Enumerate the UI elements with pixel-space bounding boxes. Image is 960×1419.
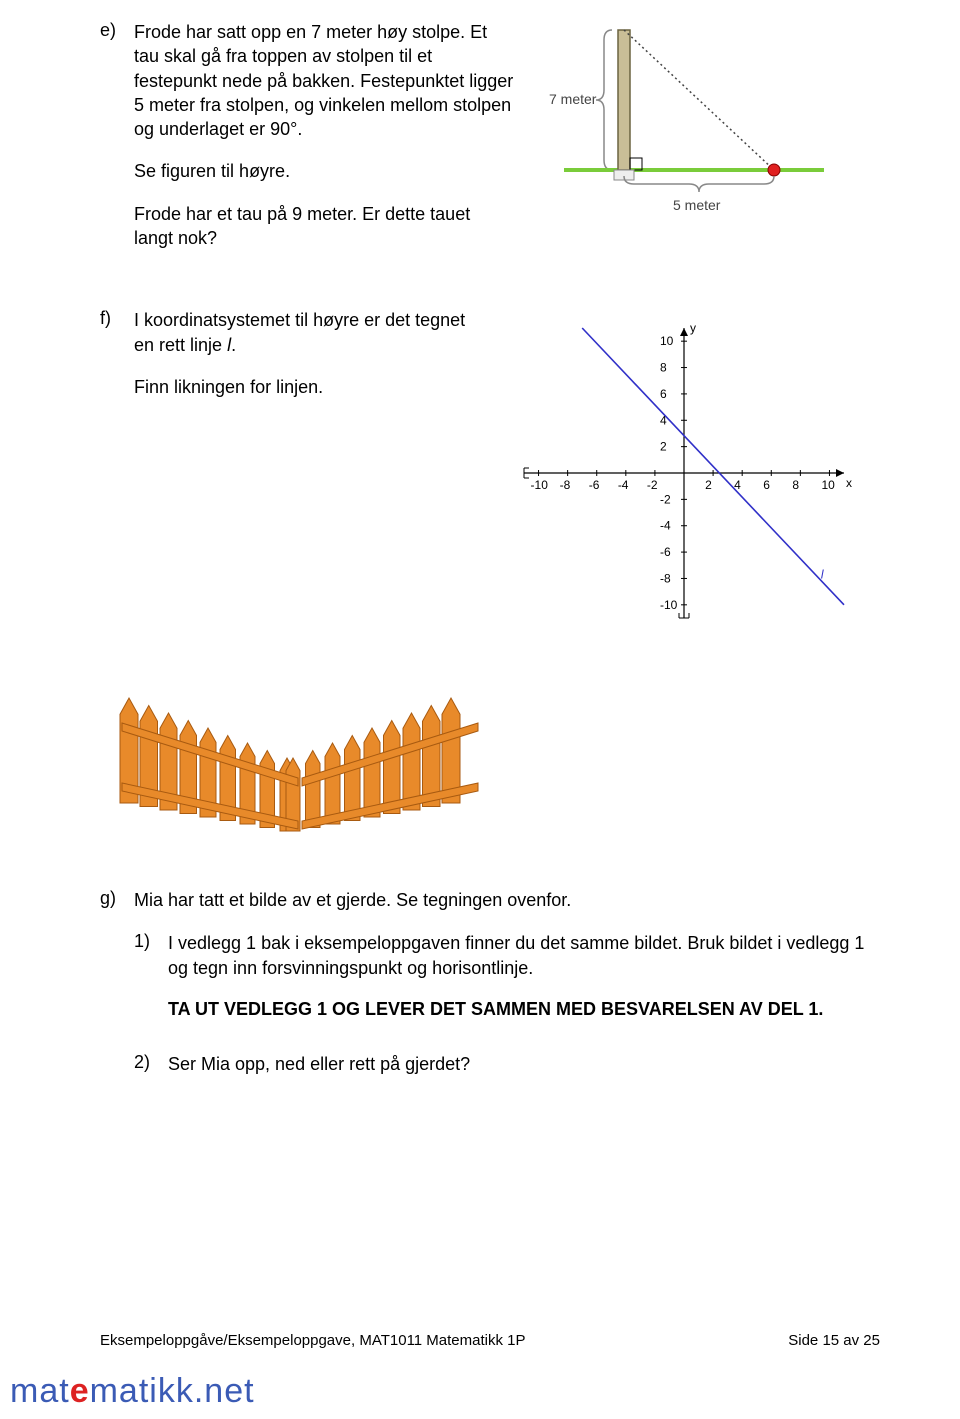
svg-text:8: 8	[660, 361, 667, 375]
e-para2: Frode har et tau på 9 meter. Er dette ta…	[134, 202, 514, 251]
text-g: Mia har tatt et bilde av et gjerde. Se t…	[134, 888, 880, 1091]
coordinate-chart: -10-8-6-4-2246810108642-2-4-6-8-10xyl	[504, 308, 864, 638]
figure-e: 7 meter 5 meter	[544, 20, 880, 268]
fence-illustration	[100, 683, 880, 858]
problem-e: e) Frode har satt opp en 7 meter høy sto…	[100, 20, 880, 268]
problem-f: f) I koordinatsystemet til høyre er det …	[100, 308, 880, 643]
svg-text:-6: -6	[660, 545, 671, 559]
svg-text:-10: -10	[660, 598, 678, 612]
svg-text:-2: -2	[647, 478, 658, 492]
label-f: f)	[100, 308, 134, 643]
svg-text:2: 2	[660, 440, 667, 454]
svg-text:-8: -8	[560, 478, 571, 492]
svg-text:-4: -4	[660, 519, 671, 533]
label-e: e)	[100, 20, 134, 268]
svg-text:-10: -10	[531, 478, 549, 492]
svg-text:6: 6	[660, 387, 667, 401]
footer-left: Eksempeloppgåve/Eksempeloppgave, MAT1011…	[100, 1332, 526, 1349]
e-para1b: Se figuren til høyre.	[134, 159, 514, 183]
label-g: g)	[100, 888, 134, 1091]
problem-g: g) Mia har tatt et bilde av et gjerde. S…	[100, 888, 880, 1091]
footer-right: Side 15 av 25	[788, 1332, 880, 1349]
text-f: I koordinatsystemet til høyre er det teg…	[134, 308, 474, 643]
figure-f: -10-8-6-4-2246810108642-2-4-6-8-10xyl	[504, 308, 880, 643]
svg-text:l: l	[821, 568, 824, 582]
svg-text:4: 4	[660, 414, 667, 428]
svg-text:-6: -6	[589, 478, 600, 492]
svg-text:10: 10	[821, 478, 835, 492]
svg-text:x: x	[846, 476, 852, 490]
pole-diagram: 7 meter 5 meter	[544, 20, 844, 230]
page-footer: Eksempeloppgåve/Eksempeloppgave, MAT1011…	[100, 1332, 880, 1349]
e-para1: Frode har satt opp en 7 meter høy stolpe…	[134, 20, 514, 141]
svg-text:-2: -2	[660, 493, 671, 507]
fence-svg	[100, 683, 500, 853]
g-sub1-label: 1)	[134, 931, 168, 1039]
site-logo: matematikk.net	[10, 1372, 255, 1411]
svg-text:y: y	[690, 321, 696, 335]
svg-text:6: 6	[763, 478, 770, 492]
g-sub2-label: 2)	[134, 1052, 168, 1077]
g-sub1-text: I vedlegg 1 bak i eksempeloppgaven finne…	[168, 931, 880, 981]
svg-text:-8: -8	[660, 572, 671, 586]
svg-text:8: 8	[792, 478, 799, 492]
text-e: Frode har satt opp en 7 meter høy stolpe…	[134, 20, 514, 268]
f-para1: I koordinatsystemet til høyre er det teg…	[134, 308, 474, 357]
svg-text:7 meter: 7 meter	[549, 91, 597, 107]
svg-text:10: 10	[660, 335, 674, 349]
f-para2: Finn likningen for linjen.	[134, 375, 474, 399]
svg-text:2: 2	[705, 478, 712, 492]
svg-text:-4: -4	[618, 478, 629, 492]
g-para1: Mia har tatt et bilde av et gjerde. Se t…	[134, 888, 880, 912]
g-sub1-bold: TA UT VEDLEGG 1 OG LEVER DET SAMMEN MED …	[168, 997, 880, 1022]
g-sub2-text: Ser Mia opp, ned eller rett på gjerdet?	[168, 1052, 880, 1077]
svg-text:5 meter: 5 meter	[673, 197, 721, 213]
